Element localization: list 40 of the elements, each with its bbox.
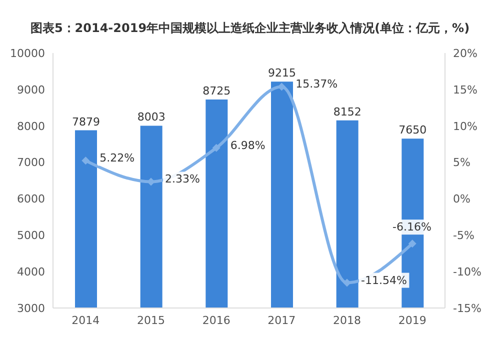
point xyxy=(212,144,220,152)
y-tick-label: 7000 xyxy=(17,156,45,170)
data-label: 5.22% xyxy=(100,152,135,165)
data-label: 8003 xyxy=(137,110,166,124)
data-label: 8152 xyxy=(333,105,362,118)
y-tick-label: 10000 xyxy=(10,46,45,60)
y-tick-label: 5000 xyxy=(17,229,45,242)
chart-title: 图表5：2014-2019年中国规模以上造纸企业主营业务收入情况(单位：亿元，%) xyxy=(29,20,471,37)
data-label: 2.33% xyxy=(165,172,200,186)
y2-tick-label: -10% xyxy=(453,265,482,278)
data-label: 7879 xyxy=(72,115,100,128)
y2-tick-label: 15% xyxy=(453,83,478,96)
data-label: 7650 xyxy=(398,124,427,137)
y2-tick-label: 0% xyxy=(453,192,470,206)
x-tick-label: 2017 xyxy=(268,314,296,327)
point xyxy=(343,278,351,287)
point xyxy=(82,156,90,165)
x-tick-label: 2015 xyxy=(137,314,165,327)
x-tick-label: 2018 xyxy=(333,314,361,327)
y2-tick-label: -5% xyxy=(453,229,474,242)
x-tick-label: 2014 xyxy=(72,314,100,327)
y-tick-label: 3000 xyxy=(17,302,45,315)
data-label: -6.16% xyxy=(392,220,432,234)
point xyxy=(147,178,155,186)
y2-tick-label: -15% xyxy=(453,302,482,315)
y-tick-label: 9000 xyxy=(17,83,45,96)
y-tick-label: 8000 xyxy=(17,120,45,133)
y2-tick-label: 10% xyxy=(453,120,478,133)
y2-tick-label: 20% xyxy=(453,46,478,60)
x-tick-label: 2019 xyxy=(398,314,426,327)
point xyxy=(408,240,416,248)
y-tick-label: 4000 xyxy=(17,265,45,278)
x-tick-label: 2016 xyxy=(202,314,230,327)
y2-tick-label: 5% xyxy=(453,156,470,170)
data-label: -11.54% xyxy=(361,274,407,287)
data-label: 6.98% xyxy=(230,138,266,152)
data-label: 9215 xyxy=(268,66,296,80)
y-tick-label: 6000 xyxy=(17,192,45,206)
data-label: 15.37% xyxy=(296,78,338,91)
data-label: 8725 xyxy=(202,84,231,98)
